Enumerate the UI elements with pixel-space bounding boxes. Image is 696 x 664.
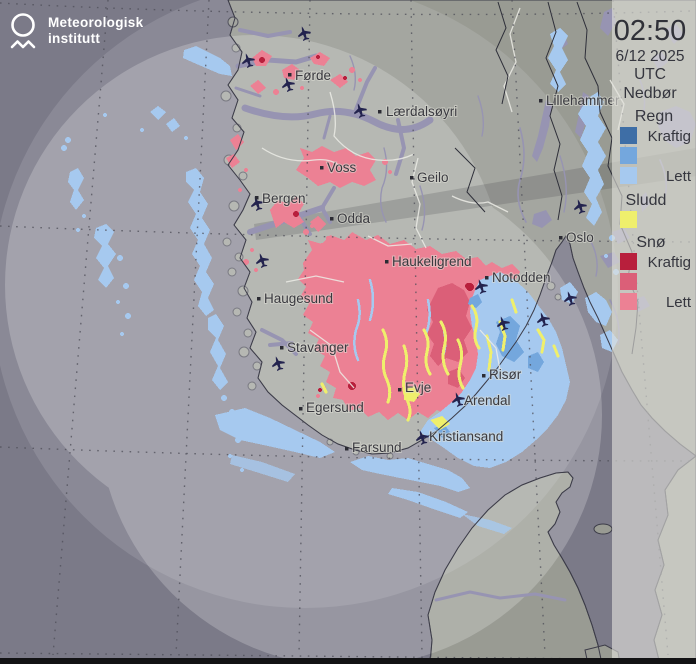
city-label: Odda xyxy=(337,211,371,226)
legend-snow-light-label: Lett xyxy=(666,294,692,311)
legend-title: Nedbør xyxy=(623,85,677,102)
bottom-bar xyxy=(0,658,696,664)
city-label: Risør xyxy=(489,367,522,382)
clock-timezone: UTC xyxy=(634,66,666,83)
city-label: Stavanger xyxy=(287,340,349,355)
legend-snow-header: Snø xyxy=(636,234,666,251)
city-markers xyxy=(255,73,563,451)
legend-swatch-sleet xyxy=(620,211,637,228)
city-label: Evje xyxy=(405,380,431,395)
city-label: Lærdalsøyri xyxy=(386,104,457,119)
legend-sleet-header: Sludd xyxy=(626,192,667,209)
legend-swatch-rain-strong xyxy=(620,127,637,144)
precip-rain-light xyxy=(61,28,619,534)
logo-text-line2: institutt xyxy=(48,31,100,46)
legend-swatch-rain-light xyxy=(620,167,637,184)
city-label: Geilo xyxy=(417,170,449,185)
city-label: Arendal xyxy=(464,393,511,408)
city-label: Førde xyxy=(295,68,331,83)
met-institute-logo: Meteorologisk institutt xyxy=(10,13,144,49)
city-label: Kristiansand xyxy=(429,429,503,444)
legend-swatch-snow-light xyxy=(620,293,637,310)
precip-sleet-blobs xyxy=(404,386,450,430)
city-label: Haugesund xyxy=(264,291,333,306)
legend-swatch-snow-medium xyxy=(620,273,637,290)
clock-time: 02:50 xyxy=(614,15,687,47)
precip-sleet xyxy=(320,298,560,422)
logo-wave-icon xyxy=(10,40,36,49)
city-label: Oslo xyxy=(566,230,594,245)
logo-circle-icon xyxy=(11,13,35,37)
legend-panel: 02:50 6/12 2025 UTC Nedbør Regn Kraftig … xyxy=(612,0,696,664)
legend-swatch-snow-strong xyxy=(620,253,637,270)
city-label: Farsund xyxy=(352,440,402,455)
city-label: Voss xyxy=(327,160,357,175)
legend-rain-header: Regn xyxy=(635,108,673,125)
city-label: Haukeligrend xyxy=(392,254,472,269)
city-labels: Førde Lærdalsøyri Lillehammer Voss Geilo… xyxy=(261,67,621,456)
legend-rain-light-label: Lett xyxy=(666,168,692,185)
logo-text-line1: Meteorologisk xyxy=(48,15,144,30)
legend-snow-strong-label: Kraftig xyxy=(648,254,691,271)
city-label: Notodden xyxy=(492,270,551,285)
precipitation xyxy=(61,28,619,534)
clock-date: 6/12 2025 xyxy=(616,48,685,65)
legend-swatch-rain-medium xyxy=(620,147,637,164)
city-label: Egersund xyxy=(306,400,364,415)
city-label: Bergen xyxy=(262,191,306,206)
legend-rain-strong-label: Kraftig xyxy=(648,128,691,145)
city-label: Lillehammer xyxy=(546,93,620,108)
